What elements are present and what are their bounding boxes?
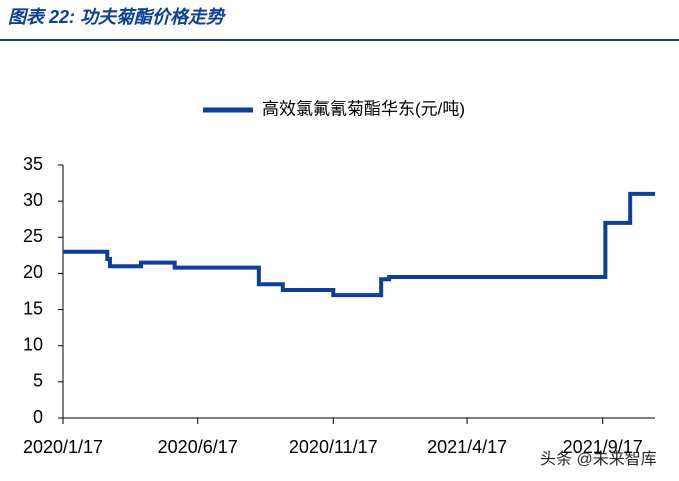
y-tick-label: 35: [23, 154, 43, 174]
x-tick-label: 2020/1/17: [23, 437, 103, 457]
y-tick-label: 20: [23, 262, 43, 282]
x-tick-label: 2020/11/17: [289, 437, 378, 457]
x-tick-label: 2021/9/17: [563, 437, 643, 457]
series-line: [63, 191, 655, 298]
chart-title: 图表 22: 功夫菊酯价格走势: [8, 7, 226, 27]
legend-label: 高效氯氟氰菊酯华东(元/吨): [262, 99, 465, 118]
y-tick-label: 5: [33, 371, 43, 391]
y-tick-label: 0: [33, 407, 43, 427]
watermark: 头条 @未来智库: [540, 450, 657, 468]
y-tick-label: 25: [23, 226, 43, 246]
x-tick-label: 2021/4/17: [427, 437, 507, 457]
y-tick-label: 30: [23, 190, 43, 210]
x-tick-label: 2020/6/17: [158, 437, 238, 457]
y-tick-label: 15: [23, 298, 43, 318]
y-tick-label: 10: [23, 334, 43, 354]
